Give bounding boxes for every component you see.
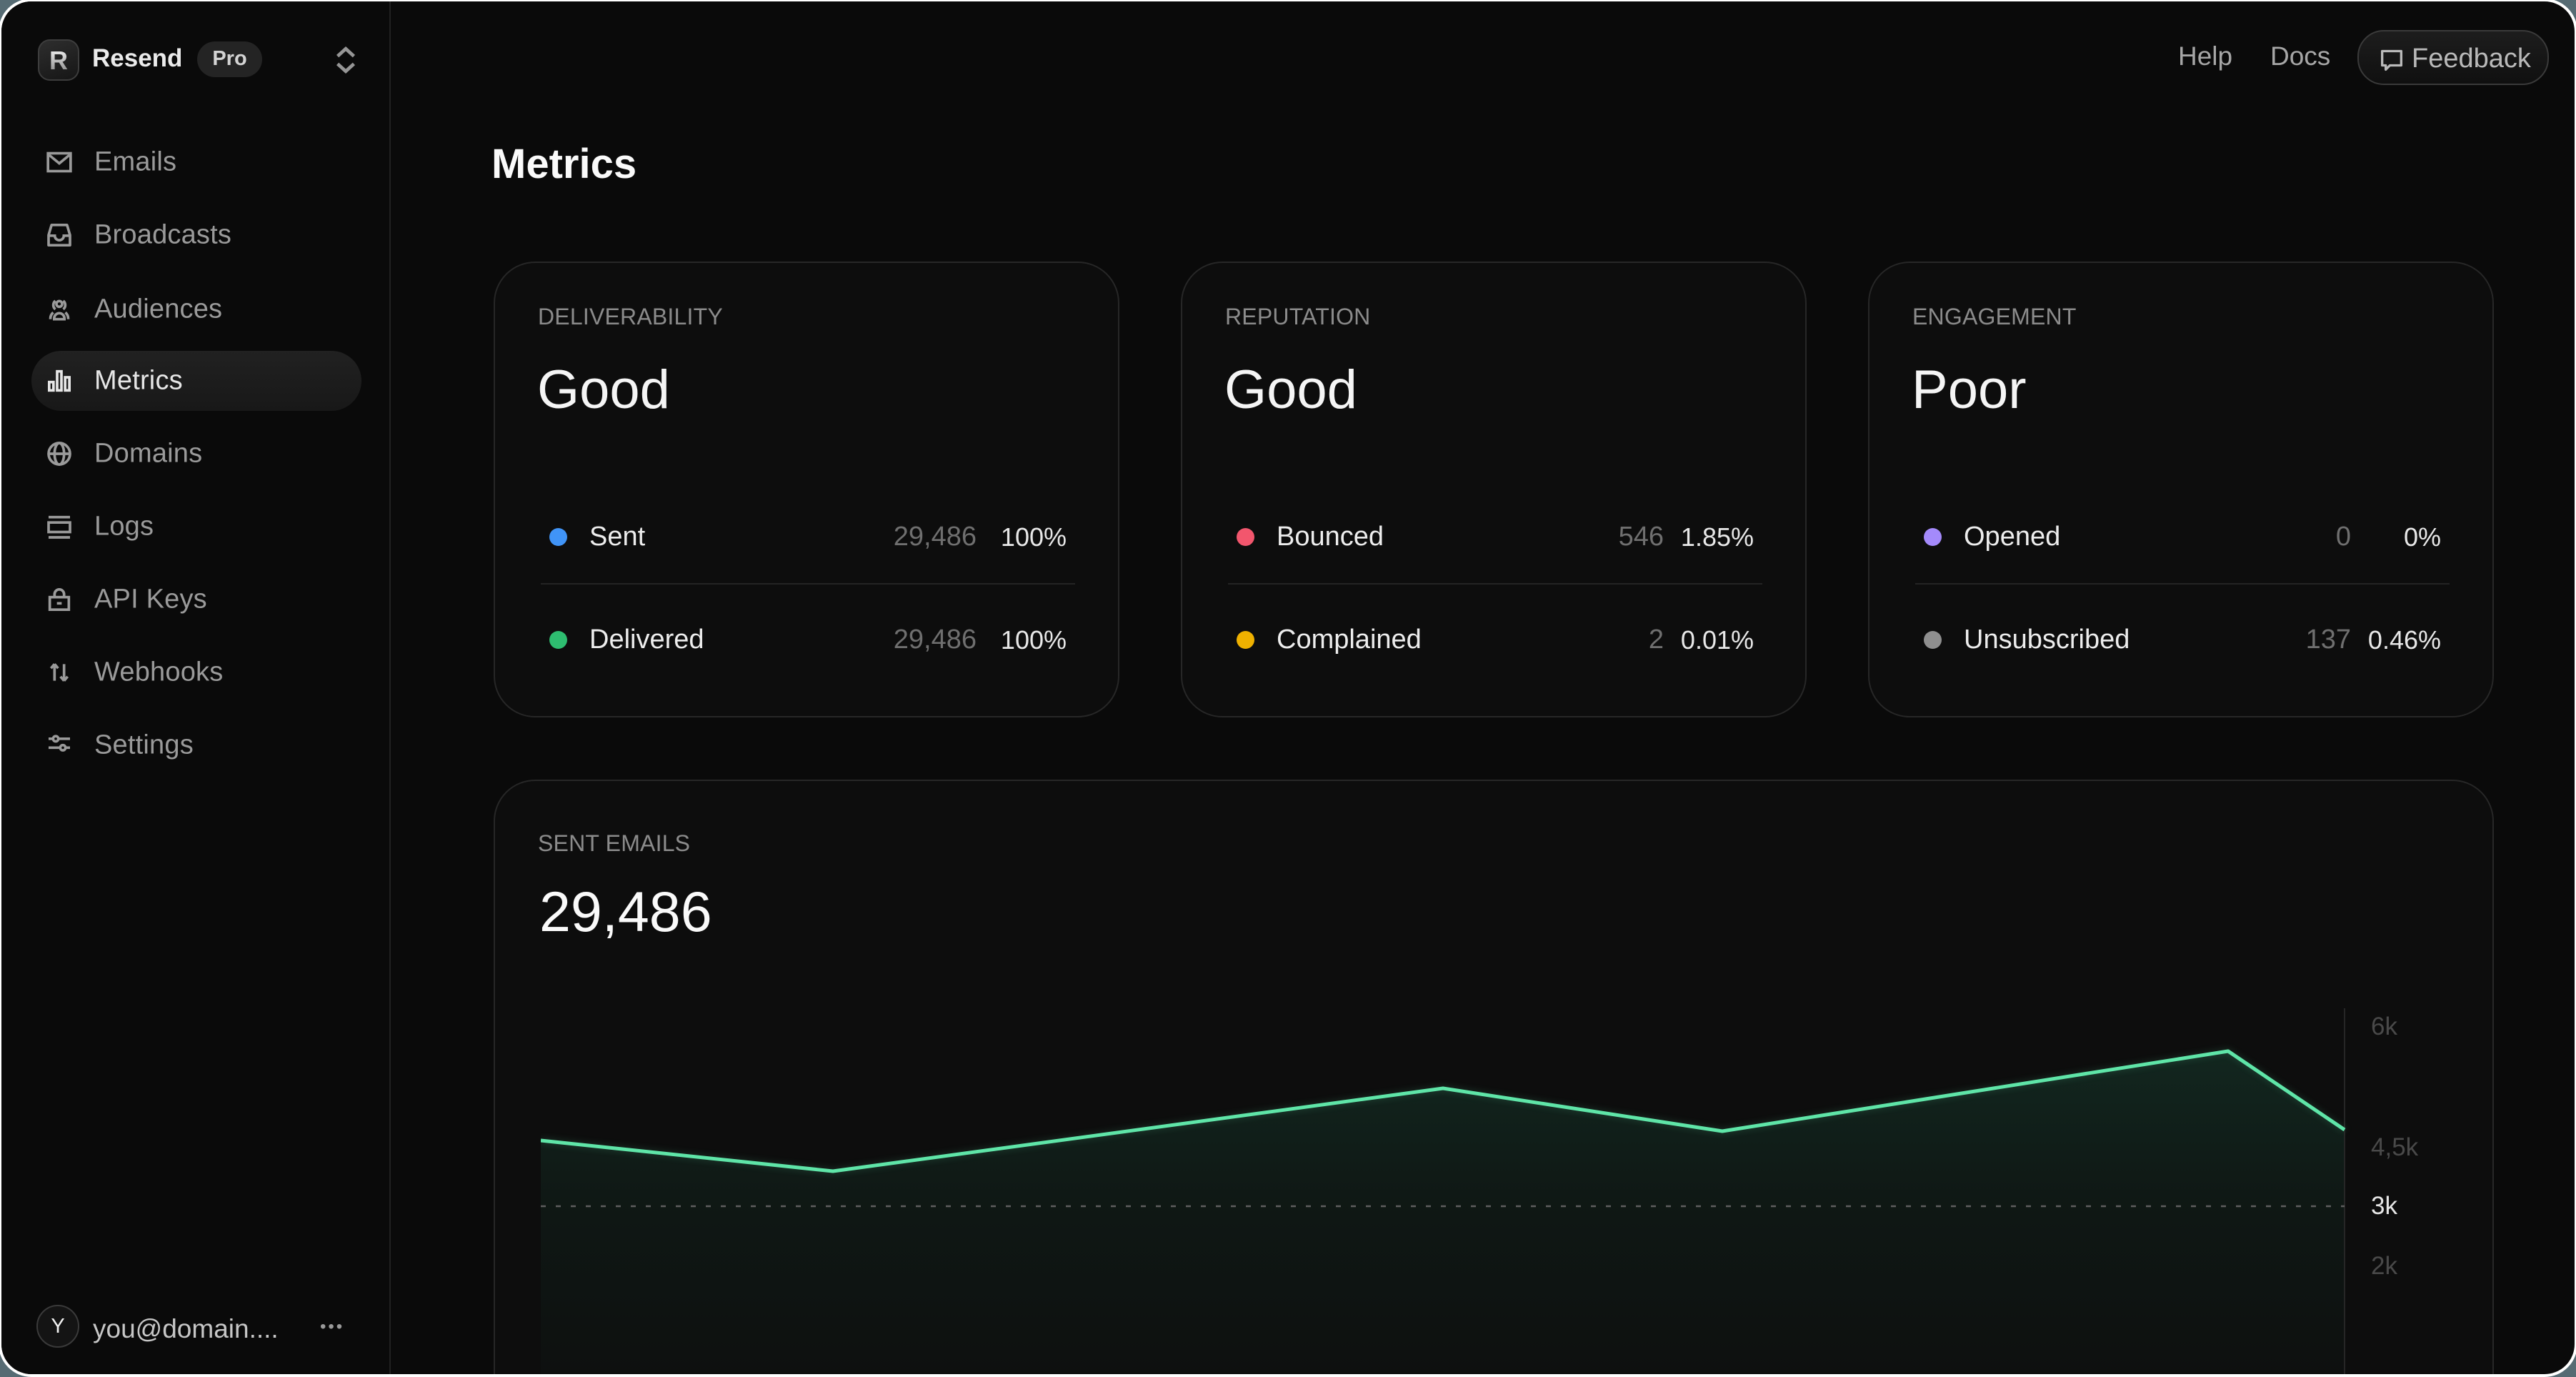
- svg-text:4,5k: 4,5k: [2371, 1133, 2419, 1161]
- svg-text:3k: 3k: [2371, 1192, 2397, 1220]
- svg-text:6k: 6k: [2371, 1013, 2397, 1040]
- svg-text:2k: 2k: [2371, 1252, 2397, 1280]
